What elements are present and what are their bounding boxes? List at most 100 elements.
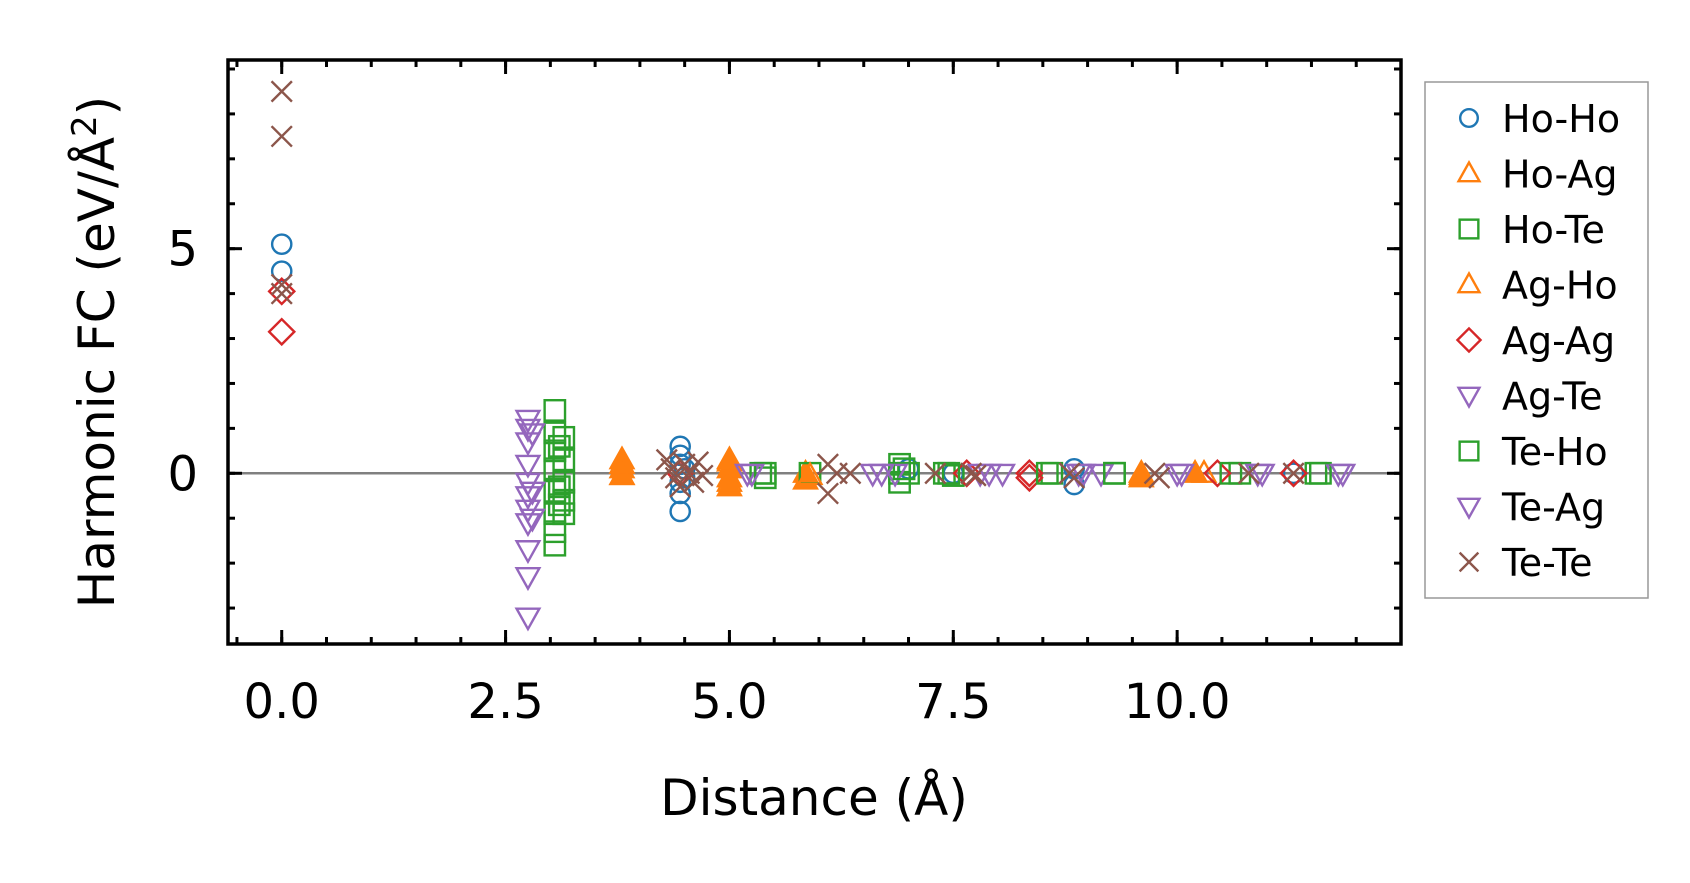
data-point: [514, 454, 542, 479]
x-tick-label: 7.5: [915, 674, 991, 730]
legend-label: Te-Ho: [1501, 430, 1608, 474]
data-point: [552, 425, 576, 449]
legend-item: Ho-Ho: [1458, 97, 1620, 141]
legend: Ho-Ho Ho-Ag Ho-Te Ag-Ho Ag-Ag Ag-Te Te-Ho Te-Ag…: [1424, 81, 1649, 599]
y-axis-title-close: ): [68, 96, 126, 116]
data-point: [543, 533, 567, 557]
legend-item: Ag-Ho: [1456, 264, 1618, 308]
data-point: [881, 463, 909, 488]
legend-marker: [1456, 271, 1482, 294]
data-point: [941, 464, 965, 487]
data-point: [1063, 466, 1086, 489]
data-point: [1282, 462, 1305, 485]
data-point: [816, 482, 839, 505]
legend-item: Ag-Te: [1456, 375, 1602, 419]
data-point: [1279, 458, 1308, 488]
data-point: [989, 463, 1016, 488]
data-point: [543, 439, 567, 463]
data-point: [892, 457, 916, 481]
data-point: [669, 500, 691, 523]
plot-frame: [226, 58, 1403, 646]
legend-marker: [1455, 326, 1483, 354]
data-point: [738, 463, 766, 488]
x-tick-label: 2.5: [467, 674, 543, 730]
y-tick-labels: 05: [167, 222, 198, 503]
y-tick-label: 5: [167, 222, 198, 278]
data-point: [270, 233, 293, 255]
data-point: [270, 125, 293, 148]
data-point: [552, 502, 576, 526]
data-point: [270, 273, 293, 296]
legend-label: Te-Te: [1501, 541, 1593, 585]
data-point: [715, 467, 743, 492]
data-point: [669, 475, 692, 498]
data-point: [1087, 463, 1115, 488]
data-point: [514, 418, 542, 443]
legend-marker: [1458, 218, 1480, 240]
series-ho-te: [543, 399, 1328, 557]
data-point: [514, 486, 542, 511]
y-axis-title: Harmonic FC (eV/Å2): [65, 96, 126, 608]
legend-item: Ho-Te: [1458, 208, 1605, 252]
x-tick-labels: 0.0 2.5 5.0 7.5 10.0: [244, 674, 1231, 730]
data-point: [1309, 461, 1332, 485]
data-point: [1103, 461, 1126, 485]
data-point: [1190, 458, 1218, 483]
data-point: [1127, 461, 1155, 486]
data-point: [691, 464, 714, 487]
data-point: [270, 260, 293, 282]
data-point: [924, 462, 947, 485]
legend-label: Ag-Ho: [1502, 264, 1618, 308]
data-point: [543, 479, 567, 503]
data-point: [687, 451, 710, 474]
legend-label: Ag-Te: [1502, 375, 1602, 419]
legend-marker: [1458, 440, 1480, 462]
data-point: [964, 464, 987, 487]
legend-item: Te-Te: [1458, 541, 1593, 585]
data-point: [270, 282, 293, 305]
data-point: [518, 508, 546, 533]
legend-item: Ho-Ag: [1456, 153, 1618, 197]
data-point: [1237, 462, 1260, 485]
data-point: [543, 520, 567, 544]
x-tick-label: 10.0: [1124, 674, 1231, 730]
data-point: [1219, 461, 1243, 485]
legend-box: [1424, 81, 1649, 599]
legend-label: Ho-Ag: [1502, 153, 1618, 197]
data-point: [888, 470, 911, 494]
x-tick-label: 5.0: [691, 674, 767, 730]
data-point: [975, 463, 1003, 488]
data-point: [608, 461, 636, 486]
legend-marker: [1456, 160, 1482, 183]
series-te-ag: [518, 423, 1357, 533]
data-point: [796, 461, 824, 486]
legend-item: Ag-Ag: [1455, 319, 1615, 363]
legend-label: Te-Ag: [1501, 486, 1605, 530]
data-point: [1282, 462, 1305, 485]
data-point: [514, 567, 542, 592]
data-point: [547, 475, 571, 499]
data-point: [518, 481, 546, 506]
series-ag-ho: [608, 447, 1218, 492]
legend-label: Ho-Te: [1502, 208, 1605, 252]
data-point: [960, 462, 983, 485]
legend-item: Te-Ag: [1456, 486, 1605, 530]
data-point: [514, 540, 542, 565]
x-tick-label: 0.0: [244, 674, 320, 730]
data-point: [1163, 463, 1191, 488]
x-axis-title: Distance (Å): [660, 769, 968, 827]
data-point: [552, 488, 576, 512]
data-point: [547, 493, 571, 517]
data-point: [514, 513, 542, 538]
data-point: [543, 457, 567, 481]
data-point: [552, 470, 576, 494]
legend-label: Ag-Ag: [1502, 319, 1615, 363]
data-point: [682, 471, 705, 494]
data-point: [270, 80, 293, 103]
data-point: [868, 463, 896, 488]
data-point: [1329, 463, 1357, 488]
data-point: [1148, 466, 1171, 489]
data-points-layer: [267, 80, 1357, 632]
